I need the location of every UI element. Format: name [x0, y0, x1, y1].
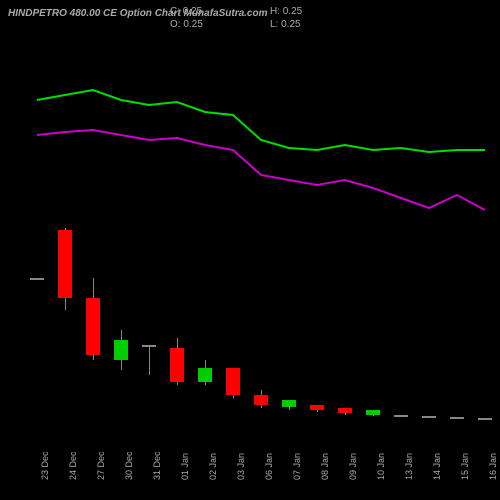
candle-body: [226, 368, 240, 395]
chart-plot: [10, 50, 490, 430]
x-tick-label: 13 Jan: [404, 453, 414, 480]
x-tick-label: 06 Jan: [264, 453, 274, 480]
x-tick-label: 01 Jan: [180, 453, 190, 480]
candle-body: [58, 230, 72, 298]
x-axis: 23 Dec 24 Dec 27 Dec 30 Dec 31 Dec 01 Jan 02 J…: [10, 430, 490, 500]
x-tick-label: 09 Jan: [348, 453, 358, 480]
candle-body: [450, 417, 464, 419]
candle-body: [394, 415, 408, 417]
x-tick-label: 31 Dec: [152, 451, 162, 480]
line-series-1: [37, 90, 485, 152]
candle-body: [310, 405, 324, 410]
x-tick-label: 14 Jan: [432, 453, 442, 480]
low-value: L: 0.25: [270, 19, 370, 30]
candle-body: [282, 400, 296, 407]
high-value: H: 0.25: [270, 6, 370, 17]
candle-body: [142, 345, 156, 347]
x-tick-label: 10 Jan: [376, 453, 386, 480]
x-tick-label: 08 Jan: [320, 453, 330, 480]
close-value: C: 0.25: [170, 6, 270, 17]
x-tick-label: 15 Jan: [460, 453, 470, 480]
line-series-2: [37, 130, 485, 210]
candle-body: [422, 416, 436, 418]
candle-wick: [149, 345, 150, 375]
candle-body: [198, 368, 212, 382]
candle-body: [86, 298, 100, 355]
ohlc-panel: C: 0.25 H: 0.25 O: 0.25 L: 0.25: [170, 6, 370, 30]
x-tick-label: 16 Jan: [488, 453, 498, 480]
candle-body: [366, 410, 380, 415]
candle-body: [170, 348, 184, 382]
x-tick-label: 27 Dec: [96, 451, 106, 480]
x-tick-label: 02 Jan: [208, 453, 218, 480]
candle-body: [254, 395, 268, 405]
x-tick-label: 07 Jan: [292, 453, 302, 480]
x-tick-label: 24 Dec: [68, 451, 78, 480]
x-tick-label: 23 Dec: [40, 451, 50, 480]
open-value: O: 0.25: [170, 19, 270, 30]
overlay-lines: [10, 50, 490, 430]
x-tick-label: 30 Dec: [124, 451, 134, 480]
candle-body: [114, 340, 128, 360]
candle-body: [478, 418, 492, 420]
candle-body: [30, 278, 44, 280]
candle-body: [338, 408, 352, 413]
x-tick-label: 03 Jan: [236, 453, 246, 480]
